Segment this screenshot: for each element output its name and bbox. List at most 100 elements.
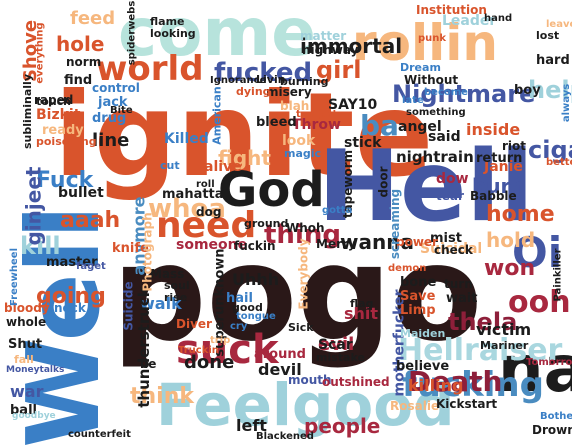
word: burn [472,174,525,198]
word: Suicide [121,281,136,331]
word: Dream [400,61,441,74]
word: matter [300,29,347,43]
word: Bite [110,105,133,116]
word: Hell [318,130,534,244]
word: Blackened [256,431,314,442]
word: hand [484,13,513,24]
word: Limp [400,303,436,318]
word: turn [444,277,473,291]
word: inside [466,120,521,139]
word: Merry [316,237,356,251]
word: Maiden [400,327,446,340]
word: jack [98,95,128,110]
word: Tomorrow [526,357,572,368]
word: Scar [318,337,353,353]
word: fucked [214,58,313,88]
word: control [92,81,140,95]
word: help [528,76,572,104]
word: Throw [292,117,341,133]
word: alive [204,159,242,175]
word: thing [264,220,341,250]
word: bullet [58,185,104,201]
word: screaming [388,188,403,260]
word: dow [436,171,469,187]
word: Mass [150,267,185,281]
word: ooh [508,285,571,320]
word: feed [70,8,116,29]
word: immortal [300,34,403,58]
word: Sick [288,321,314,334]
word: devil [258,360,302,379]
word: bone [400,275,437,290]
word: dying [236,85,271,98]
word: Leader [442,13,497,29]
word: around [254,347,306,362]
word: drug [92,111,127,126]
word: power [396,235,438,249]
word: become [424,87,468,98]
word: soul [164,279,190,292]
word: shit [344,304,379,323]
word: rollin [352,14,499,72]
word: Killed [164,131,209,147]
word: find [64,73,93,88]
word: suck [176,327,279,373]
word: American [210,86,224,145]
word: nightrain [396,148,474,166]
word: Bother [540,411,572,422]
word: touch [36,95,71,108]
word: good [232,301,263,314]
word: better [546,157,572,168]
word: tear [436,189,464,203]
word: victim [476,320,532,339]
word: ball [10,403,37,418]
word: fuckin [234,239,276,253]
word: Rosalie [390,399,440,413]
word: Oi [512,228,563,277]
word: flag [350,297,374,310]
word: dog [196,205,222,219]
word: stick [344,135,382,151]
word: Whoh [286,221,325,235]
word: goodbye [12,411,56,421]
word: hard [536,53,570,68]
word: something [406,107,466,118]
word: come [118,0,316,71]
word: left [236,416,267,435]
word: lost [536,29,560,42]
word: need [156,205,257,246]
word: hail [226,291,253,306]
word: whoa [148,194,226,224]
word: evil [318,334,355,355]
word: late [402,95,424,106]
word: killing [408,376,464,395]
word: look [282,133,316,149]
word: bloody [4,301,50,315]
word: hold [486,228,536,252]
word: Shut [8,337,43,352]
word: rise [164,291,188,304]
word: Fuck [36,168,94,193]
word: ba [360,109,399,142]
word: whole [6,315,47,329]
word: done [184,352,235,373]
word: na [498,333,572,407]
word: Moneytalks [6,365,65,375]
word: always [561,83,572,123]
word: angel [398,119,442,135]
word: home [486,202,555,227]
word: Everybody [296,238,311,310]
word: Bizkit [36,107,81,123]
word: boy [514,83,541,98]
word: mouth [288,373,332,387]
word: demon [388,263,427,274]
word: poisoning [36,135,97,148]
word: Livin [256,73,286,86]
word: believe [396,359,450,374]
word: Babble [470,189,517,203]
word: Truckin [178,345,219,356]
word: hole [56,32,105,56]
word: roll [196,179,215,190]
word: ground [244,217,289,230]
